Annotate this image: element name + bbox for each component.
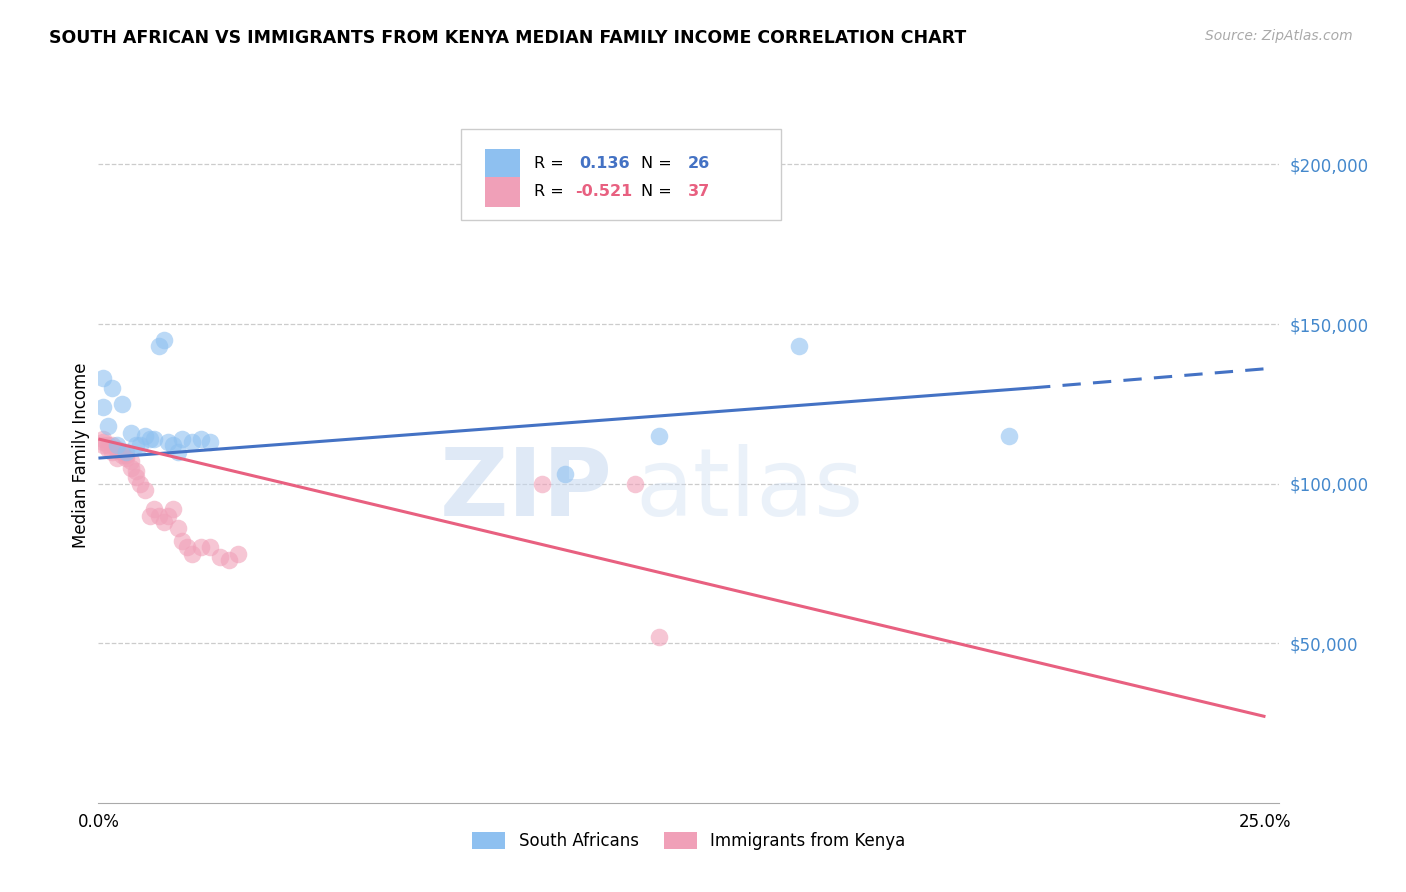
- Point: [190, 541, 212, 555]
- Point: [176, 541, 198, 555]
- Point: [157, 435, 180, 450]
- Point: [134, 483, 156, 497]
- Point: [172, 534, 194, 549]
- Point: [200, 435, 222, 450]
- Point: [125, 438, 148, 452]
- Point: [91, 438, 114, 452]
- Point: [97, 442, 120, 456]
- Text: N =: N =: [641, 185, 676, 200]
- Point: [530, 476, 553, 491]
- FancyBboxPatch shape: [485, 178, 520, 207]
- Point: [162, 438, 184, 452]
- Point: [101, 438, 124, 452]
- Text: R =: R =: [534, 156, 569, 171]
- Point: [115, 444, 138, 458]
- FancyBboxPatch shape: [485, 149, 520, 178]
- Point: [91, 432, 114, 446]
- Point: [91, 400, 114, 414]
- Point: [190, 432, 212, 446]
- Point: [101, 381, 124, 395]
- Point: [105, 438, 128, 452]
- Point: [97, 438, 120, 452]
- Point: [115, 448, 138, 462]
- Point: [162, 502, 184, 516]
- Point: [647, 429, 669, 443]
- Point: [125, 470, 148, 484]
- Text: 37: 37: [688, 185, 710, 200]
- Point: [120, 425, 142, 440]
- Point: [166, 521, 188, 535]
- Point: [157, 508, 180, 523]
- Point: [105, 442, 128, 456]
- Text: SOUTH AFRICAN VS IMMIGRANTS FROM KENYA MEDIAN FAMILY INCOME CORRELATION CHART: SOUTH AFRICAN VS IMMIGRANTS FROM KENYA M…: [49, 29, 966, 46]
- Point: [554, 467, 576, 481]
- Text: R =: R =: [534, 185, 569, 200]
- Text: 0.136: 0.136: [579, 156, 630, 171]
- Point: [647, 630, 669, 644]
- Point: [172, 432, 194, 446]
- Point: [180, 547, 202, 561]
- Point: [166, 444, 188, 458]
- Text: N =: N =: [641, 156, 676, 171]
- Y-axis label: Median Family Income: Median Family Income: [72, 362, 90, 548]
- Legend: South Africans, Immigrants from Kenya: South Africans, Immigrants from Kenya: [465, 826, 912, 857]
- Point: [125, 464, 148, 478]
- Point: [111, 448, 134, 462]
- Point: [101, 444, 124, 458]
- Point: [208, 549, 231, 564]
- Point: [111, 444, 134, 458]
- Point: [152, 515, 174, 529]
- Point: [139, 508, 162, 523]
- Point: [997, 429, 1019, 443]
- Point: [152, 333, 174, 347]
- Point: [148, 339, 170, 353]
- Point: [148, 508, 170, 523]
- Point: [228, 547, 250, 561]
- Point: [180, 435, 202, 450]
- Point: [787, 339, 810, 353]
- Point: [91, 435, 114, 450]
- Point: [105, 451, 128, 466]
- Point: [120, 460, 142, 475]
- Text: atlas: atlas: [636, 443, 865, 536]
- Point: [143, 502, 166, 516]
- Point: [111, 397, 134, 411]
- Point: [624, 476, 647, 491]
- Point: [134, 429, 156, 443]
- Point: [139, 432, 162, 446]
- Point: [218, 553, 240, 567]
- Text: -0.521: -0.521: [575, 185, 633, 200]
- Point: [143, 432, 166, 446]
- FancyBboxPatch shape: [461, 129, 782, 220]
- Point: [129, 476, 152, 491]
- Text: Source: ZipAtlas.com: Source: ZipAtlas.com: [1205, 29, 1353, 43]
- Point: [129, 438, 152, 452]
- Point: [200, 541, 222, 555]
- Point: [120, 454, 142, 468]
- Point: [115, 451, 138, 466]
- Point: [91, 371, 114, 385]
- Point: [97, 419, 120, 434]
- Text: 26: 26: [688, 156, 710, 171]
- Text: ZIP: ZIP: [439, 443, 612, 536]
